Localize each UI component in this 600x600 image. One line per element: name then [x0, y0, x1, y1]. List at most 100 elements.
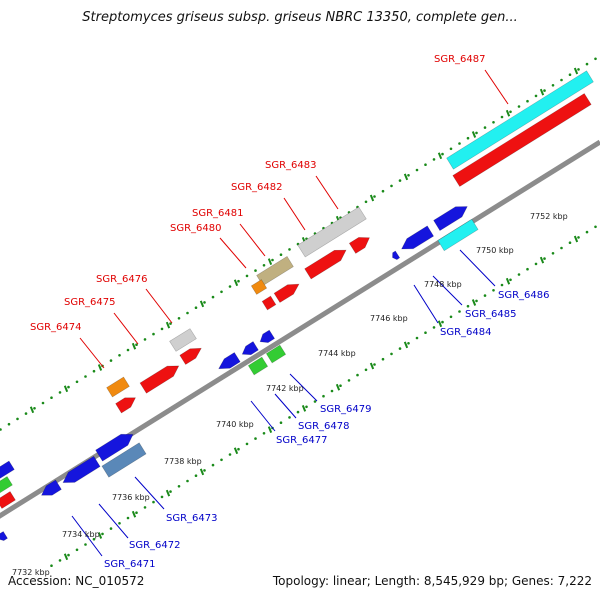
gene-sgr-6486[interactable]: [437, 218, 479, 252]
gene-sgr-6487-red[interactable]: [452, 93, 592, 187]
bottom-gene-label[interactable]: SGR_6479: [320, 404, 372, 415]
gene-left-blue[interactable]: [0, 460, 15, 479]
top-tick-dot: [143, 338, 147, 341]
gene-sgr-6478[interactable]: [218, 352, 241, 370]
top-tick-track: [0, 57, 597, 434]
bottom-tick-dot: [84, 543, 87, 546]
top-gene-label[interactable]: SGR_6481: [192, 208, 244, 219]
gene-features[interactable]: [0, 70, 594, 541]
top-gene-label[interactable]: SGR_6475: [64, 297, 116, 308]
gene-sgr-6482-b[interactable]: [348, 237, 370, 254]
top-connector: [113, 312, 139, 345]
gene-sgr-6473-a[interactable]: [95, 433, 134, 462]
bottom-gene-label[interactable]: SGR_6473: [166, 513, 218, 524]
gene-sgr-6480-a[interactable]: [250, 279, 268, 295]
top-tick-tick: [199, 300, 205, 308]
bottom-tick-dot: [560, 246, 563, 250]
gene-sgr-6471[interactable]: [41, 479, 62, 496]
top-tick-dot: [41, 401, 45, 405]
bottom-gene-label[interactable]: SGR_6485: [465, 309, 517, 320]
bottom-tick-dot: [228, 453, 232, 456]
top-tick-dot: [194, 306, 198, 310]
top-tick-dot: [118, 354, 121, 357]
top-gene-label[interactable]: SGR_6474: [30, 322, 82, 333]
top-tick-dot: [509, 110, 512, 114]
gene-sgr-6474-b[interactable]: [115, 397, 136, 414]
bottom-tick-dot: [118, 522, 121, 525]
top-tick-dot: [500, 115, 504, 119]
bottom-connector: [432, 275, 463, 306]
bottom-gene-label[interactable]: SGR_6486: [498, 290, 550, 301]
gene-sgr-6475[interactable]: [139, 365, 180, 394]
top-tick-tick: [29, 406, 35, 414]
bottom-gene-label[interactable]: SGR_6478: [298, 421, 350, 432]
gene-sgr-6476[interactable]: [169, 328, 197, 352]
top-tick-dot: [517, 105, 521, 108]
top-tick-dot: [75, 380, 79, 384]
bottom-tick-dot: [92, 537, 96, 541]
top-connector: [145, 288, 173, 324]
gene-sgr-6477[interactable]: [247, 356, 269, 376]
bottom-tick-dot: [568, 241, 572, 244]
bottom-tick-dot: [211, 463, 215, 467]
bottom-gene-label[interactable]: SGR_6472: [129, 540, 181, 551]
bottom-tick-dot: [254, 437, 257, 440]
bottom-tick-dot: [381, 357, 385, 361]
bottom-tick-dot: [262, 432, 266, 435]
gene-sgr-6484-b[interactable]: [392, 250, 401, 260]
bottom-tick-dot: [551, 252, 555, 255]
top-tick-dot: [551, 84, 555, 87]
bottom-connector: [289, 373, 318, 402]
top-gene-label[interactable]: SGR_6483: [265, 160, 317, 171]
bottom-tick-tick: [131, 510, 137, 518]
gene-sgr-6476-b[interactable]: [179, 347, 202, 365]
bottom-tick-tick: [539, 256, 545, 264]
top-tick-dot: [483, 126, 487, 129]
bottom-connector: [250, 400, 276, 432]
gene-sgr-6480-b[interactable]: [273, 283, 300, 303]
top-connector: [79, 337, 105, 369]
bottom-tick-dot: [585, 230, 589, 234]
bottom-connector: [134, 476, 165, 510]
bottom-connector: [98, 503, 129, 539]
top-tick-dot: [16, 417, 19, 421]
top-tick-dot: [84, 375, 87, 378]
bottom-connector: [71, 515, 103, 557]
bottom-tick-dot: [534, 262, 538, 266]
bottom-tick-dot: [58, 559, 62, 562]
kbp-label: 7738 kbp: [164, 457, 202, 466]
bottom-tick-dot: [109, 527, 113, 530]
bottom-gene-label[interactable]: SGR_6477: [276, 435, 328, 446]
bottom-tick-dot: [203, 469, 206, 472]
top-gene-label[interactable]: SGR_6476: [96, 274, 148, 285]
gene-sgr-6480-c[interactable]: [261, 295, 277, 311]
gene-sgr-6482-a[interactable]: [304, 249, 347, 280]
gene-sgr-6479[interactable]: [265, 344, 287, 364]
gene-sgr-6474[interactable]: [106, 376, 130, 398]
gene-left-small[interactable]: [0, 531, 8, 541]
bottom-gene-label[interactable]: SGR_6471: [104, 559, 156, 570]
gene-left-red[interactable]: [0, 491, 16, 509]
gene-sgr-6483[interactable]: [297, 206, 367, 258]
gene-sgr-6485[interactable]: [433, 206, 468, 232]
bottom-tick-tick: [505, 277, 511, 285]
top-gene-label[interactable]: SGR_6480: [170, 223, 222, 234]
gene-sgr-6487-cyan[interactable]: [446, 70, 594, 170]
top-tick-dot: [279, 253, 283, 256]
top-gene-label[interactable]: SGR_6482: [231, 182, 283, 193]
gene-sgr-6479-b[interactable]: [241, 341, 259, 356]
top-tick-dot: [381, 189, 385, 193]
bottom-tick-dot: [415, 336, 419, 340]
gene-sgr-6472[interactable]: [62, 455, 101, 483]
bottom-connector: [413, 284, 439, 324]
bottom-tick-dot: [449, 315, 453, 319]
gene-left-green[interactable]: [0, 476, 13, 494]
gene-sgr-6473[interactable]: [101, 442, 147, 478]
bottom-tick-dot: [500, 283, 504, 287]
top-gene-label[interactable]: SGR_6487: [434, 54, 486, 65]
gene-sgr-6479-a[interactable]: [259, 329, 276, 343]
top-tick-dot: [585, 62, 589, 66]
gene-sgr-6484[interactable]: [401, 225, 435, 250]
bottom-gene-label[interactable]: SGR_6484: [440, 327, 492, 338]
